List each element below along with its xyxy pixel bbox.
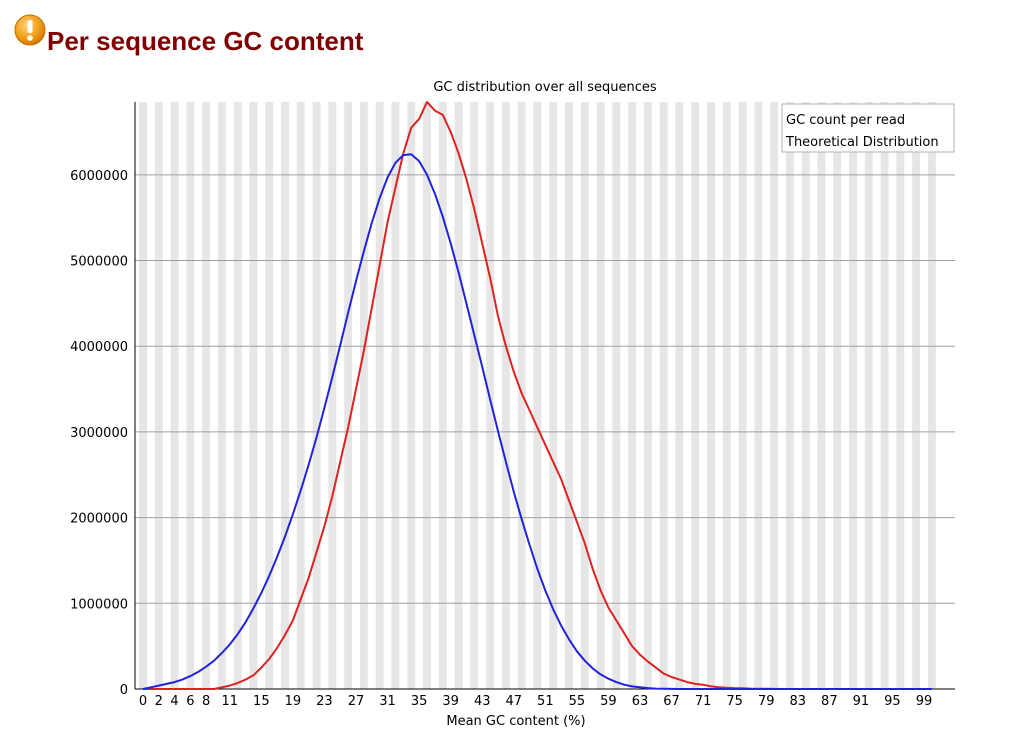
stripe <box>738 102 747 689</box>
x-tick-label: 47 <box>506 694 523 709</box>
stripe <box>612 102 621 689</box>
series-line-theoretical <box>142 153 932 690</box>
x-tick-label: 35 <box>411 694 428 709</box>
x-tick-label: 8 <box>202 694 210 709</box>
stripe <box>501 102 510 689</box>
x-tick-label: 11 <box>222 694 239 709</box>
x-tick-label: 79 <box>758 694 775 709</box>
stripe <box>549 102 558 689</box>
x-tick-label: 39 <box>442 694 459 709</box>
legend-entry-gc-count: GC count per read <box>786 113 905 128</box>
stripe <box>454 102 463 689</box>
stripe <box>139 102 147 689</box>
x-tick-label: 4 <box>170 694 178 709</box>
x-tick-label: 59 <box>600 694 617 709</box>
stripe <box>312 102 321 689</box>
x-tick-label: 75 <box>726 694 743 709</box>
stripe <box>359 102 368 689</box>
x-tick-label: 0 <box>139 694 147 709</box>
stripe <box>643 102 652 689</box>
tick-labels: 0 1000000 2000000 3000000 4000000 5000000 6000… <box>70 169 932 709</box>
stripe <box>423 102 431 689</box>
stripe <box>265 102 274 689</box>
x-tick-label: 91 <box>853 694 870 709</box>
chart-legend: GC count per read Theoretical Distributi… <box>781 103 955 153</box>
x-tick-label: 31 <box>379 694 396 709</box>
x-tick-label: 95 <box>884 694 901 709</box>
stripe <box>328 102 337 689</box>
x-tick-label: 99 <box>916 694 933 709</box>
x-tick-label: 87 <box>821 694 838 709</box>
stripe <box>233 102 242 689</box>
y-tick-label: 2000000 <box>70 512 128 527</box>
stripe <box>628 102 637 689</box>
x-axis-label: Mean GC content (%) <box>446 714 585 729</box>
stripe <box>281 102 289 689</box>
stripe <box>833 102 842 689</box>
stripe <box>659 102 668 689</box>
x-tick-label: 43 <box>474 694 491 709</box>
warning-icon <box>14 14 46 46</box>
y-tick-label: 6000000 <box>70 169 128 184</box>
x-tick-label: 19 <box>285 694 302 709</box>
stripe <box>849 102 857 689</box>
stripe <box>770 102 779 689</box>
stripe <box>864 102 873 689</box>
stripe <box>296 102 305 689</box>
stripe <box>407 102 416 689</box>
stripe <box>675 102 684 689</box>
stripe <box>470 102 479 689</box>
x-tick-label: 63 <box>632 694 649 709</box>
stripe <box>170 102 179 689</box>
legend-box <box>781 103 955 153</box>
stripe <box>533 102 542 689</box>
page-title: Per sequence GC content <box>47 26 364 56</box>
series-lines <box>142 101 932 690</box>
stripe <box>927 102 936 689</box>
stripe <box>249 102 258 689</box>
stripe <box>186 102 195 689</box>
x-tick-label: 67 <box>663 694 680 709</box>
y-tick-label: 4000000 <box>70 340 128 355</box>
stripe <box>722 102 731 689</box>
stripe <box>202 102 211 689</box>
stripe <box>344 102 353 689</box>
stripe <box>707 102 715 689</box>
x-tick-label: 55 <box>569 694 586 709</box>
stripe <box>912 102 921 689</box>
chart-stripes <box>139 102 936 689</box>
x-tick-label: 27 <box>348 694 365 709</box>
stripe <box>596 102 605 689</box>
legend-entry-theoretical: Theoretical Distribution <box>785 135 939 150</box>
y-tick-label: 0 <box>120 683 128 698</box>
y-tick-label: 3000000 <box>70 426 128 441</box>
x-tick-label: 51 <box>537 694 554 709</box>
stripe <box>580 102 589 689</box>
stripe <box>438 102 447 689</box>
x-tick-label: 6 <box>186 694 194 709</box>
x-tick-label: 23 <box>316 694 333 709</box>
x-tick-label: 71 <box>695 694 712 709</box>
y-tick-label: 1000000 <box>70 597 128 612</box>
stripe <box>217 102 226 689</box>
stripe <box>691 102 700 689</box>
stripe <box>391 102 400 689</box>
stripe <box>880 102 889 689</box>
stripe <box>565 102 573 689</box>
stripe <box>154 102 163 689</box>
x-tick-label: 83 <box>790 694 807 709</box>
stripe <box>375 102 384 689</box>
stripe <box>754 102 763 689</box>
stripe <box>817 102 826 689</box>
y-tick-label: 5000000 <box>70 255 128 270</box>
stripe <box>896 102 905 689</box>
chart-title: GC distribution over all sequences <box>433 80 657 95</box>
stripe <box>785 102 794 689</box>
x-tick-label: 2 <box>155 694 163 709</box>
chart-grid <box>135 174 955 604</box>
stripe <box>801 102 810 689</box>
x-tick-label: 15 <box>253 694 270 709</box>
